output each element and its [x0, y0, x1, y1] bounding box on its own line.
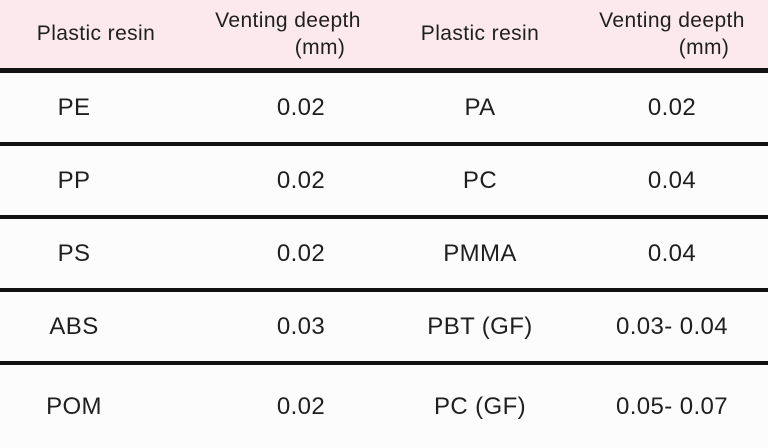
header-plastic-resin-right: Plastic resin: [420, 21, 540, 45]
depth-cell: 0.02: [276, 239, 326, 267]
header-venting-depth-right-line1: Venting deepth: [599, 8, 745, 32]
resin-cell: PS: [57, 239, 91, 267]
table-row-pom-pcgf: POM 0.02 PC (GF) 0.05- 0.07: [0, 365, 768, 448]
header-venting-depth-right-unit: (mm): [678, 36, 730, 59]
header-venting-depth-left-line1: Venting deepth: [215, 8, 361, 32]
resin-cell: PA: [464, 93, 496, 121]
header-venting-depth-left-unit: (mm): [294, 36, 346, 59]
header-venting-depth-left: Venting deepth (mm): [192, 7, 384, 62]
depth-cell: 0.02: [647, 93, 697, 121]
depth-cell: 0.03: [276, 312, 326, 340]
resin-cell: PC (GF): [433, 392, 527, 420]
table-row-ps-pmma: PS 0.02 PMMA 0.04: [0, 219, 768, 292]
resin-cell: PE: [57, 93, 91, 121]
depth-cell: 0.04: [647, 239, 697, 267]
depth-cell: 0.02: [276, 392, 326, 420]
table-row-pe-pa: PE 0.02 PA 0.02: [0, 73, 768, 146]
resin-cell: PP: [57, 166, 91, 194]
depth-cell: 0.05- 0.07: [615, 392, 729, 420]
table-row-abs-pbt: ABS 0.03 PBT (GF) 0.03- 0.04: [0, 292, 768, 365]
resin-cell: PMMA: [443, 239, 517, 267]
depth-cell: 0.02: [276, 166, 326, 194]
depth-cell: 0.04: [647, 166, 697, 194]
depth-cell: 0.03- 0.04: [615, 312, 729, 340]
resin-cell: PBT (GF): [427, 312, 533, 340]
table-header-row: Plastic resin Venting deepth (mm) Plasti…: [0, 0, 768, 73]
depth-cell: 0.02: [276, 93, 326, 121]
resin-cell: ABS: [49, 312, 99, 340]
header-venting-depth-right: Venting deepth (mm): [576, 7, 768, 62]
header-plastic-resin-left: Plastic resin: [36, 21, 156, 45]
table-row-pp-pc: PP 0.02 PC 0.04: [0, 146, 768, 219]
resin-cell: PC: [462, 166, 498, 194]
resin-cell: POM: [46, 392, 102, 420]
